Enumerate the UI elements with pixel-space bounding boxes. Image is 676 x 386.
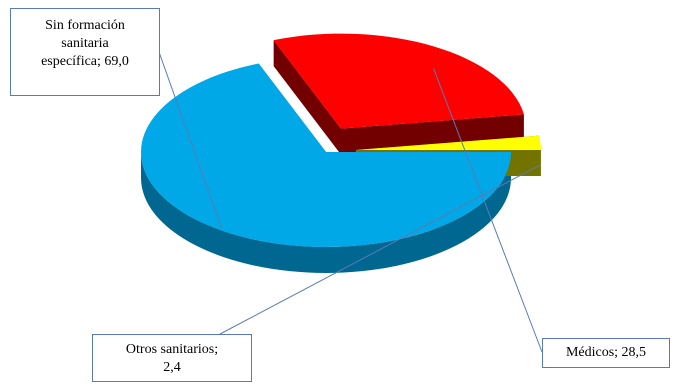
slice-medicos-side [273,40,524,155]
slice-otros-sanitarios [355,135,541,150]
slice-sin-formacion [141,63,511,248]
leader-line [433,68,543,353]
slice-label-medicos: Médicos; 28,5 [542,338,670,368]
leader-line [219,164,541,335]
slice-medicos [273,33,524,129]
leader-line [158,51,223,229]
slice-label-otros-sanitarios: Otros sanitarios; 2,4 [92,334,252,382]
slice-label-sin-formacion: Sin formación sanitaria específica; 69,0 [10,8,160,96]
